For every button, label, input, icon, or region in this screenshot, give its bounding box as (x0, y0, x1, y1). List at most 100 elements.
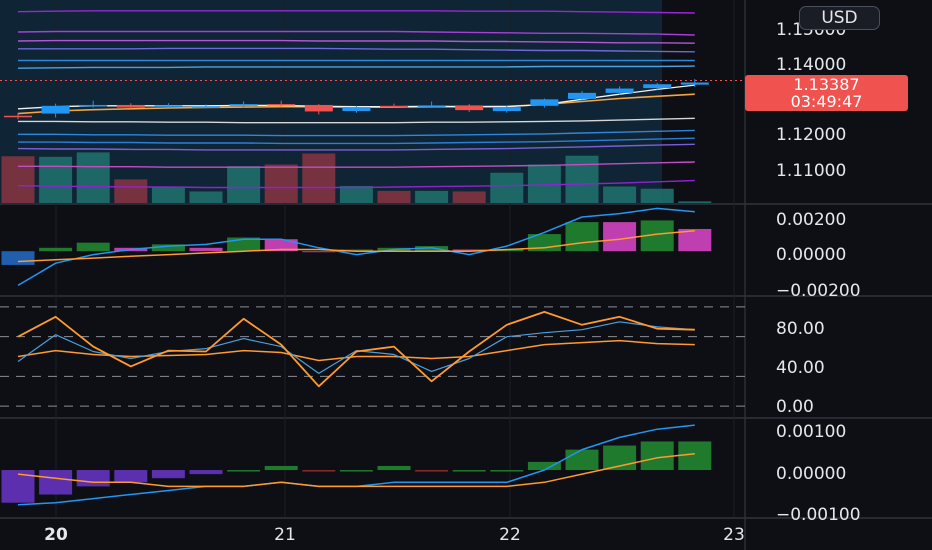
volume-bar (302, 153, 336, 203)
oscillator-histogram-bar (452, 470, 486, 472)
volume-bar (490, 172, 524, 203)
x-tick-label: 20 (44, 525, 68, 545)
candle-body (192, 106, 220, 108)
volume-bar (151, 187, 185, 203)
volume-bar (678, 201, 712, 203)
bar-countdown: 03:49:47 (790, 92, 863, 111)
oscillator-histogram-bar (76, 470, 110, 487)
y-tick-label: 0.00000 (776, 464, 846, 484)
oscillator-histogram-bar (302, 470, 336, 472)
oscillator-pane (1, 424, 712, 506)
oscillator-histogram-bar (264, 465, 298, 471)
last-price-value: 1.13387 (793, 75, 860, 94)
volume-bar (640, 188, 674, 203)
volume-bar (264, 164, 298, 203)
candle-body (605, 88, 634, 93)
stoch-slow-line (17, 339, 695, 362)
candle-body (455, 105, 484, 111)
macd-pane (1, 207, 712, 287)
macd-line (17, 207, 695, 287)
oscillator-signal-line (17, 452, 695, 488)
y-tick-label: 0.00200 (776, 210, 846, 230)
volume-bar (1, 156, 35, 203)
stochastic-pane (0, 306, 745, 407)
candle-body (4, 115, 32, 118)
y-tick-label: 80.00 (776, 319, 825, 339)
band-lower-line (18, 161, 695, 168)
volume-bar (415, 190, 449, 203)
candle-body (342, 107, 371, 112)
volume-bar (527, 164, 561, 203)
y-tick-label: 0.00000 (776, 245, 846, 265)
y-tick-label: 0.00100 (776, 422, 846, 442)
macd-histogram-bar (264, 239, 298, 252)
candle-body (380, 105, 408, 108)
band-lower-line (17, 179, 695, 189)
volume-bar (76, 152, 110, 203)
candle-body (530, 99, 559, 106)
band-lower-line (17, 143, 695, 151)
candle-body (154, 105, 183, 107)
x-tick-label: 22 (499, 525, 521, 545)
oscillator-histogram-bar (640, 441, 674, 471)
macd-histogram-bar (452, 249, 486, 252)
candle-body (680, 82, 709, 85)
macd-histogram-bar (1, 251, 35, 265)
volume-bar (377, 190, 411, 203)
macd-histogram-bar (490, 249, 524, 252)
currency-selector[interactable]: USD (799, 6, 880, 30)
oscillator-histogram-bar (39, 470, 73, 495)
time-axis: 20 21 22 23 (44, 525, 745, 545)
x-tick-label: 21 (274, 525, 296, 545)
macd-histogram-bar (39, 247, 73, 252)
y-tick-label: 0.00 (776, 397, 814, 417)
macd-histogram-bar (415, 246, 449, 252)
volume-bar (565, 155, 599, 203)
x-tick-label: 23 (723, 525, 745, 545)
oscillator-histogram-bar (151, 470, 185, 479)
last-price-tag: 1.13387 03:49:47 (745, 75, 908, 111)
y-tick-label: 40.00 (776, 358, 825, 378)
macd-histogram-bar (603, 222, 637, 252)
band-lower-line (18, 137, 695, 145)
oscillator-histogram-bar (565, 449, 599, 471)
band-upper-line (17, 39, 695, 44)
candle-body (41, 105, 70, 114)
volume-bar (227, 166, 261, 203)
oscillator-histogram-bar (678, 441, 712, 471)
price-pane (0, 10, 745, 203)
oscillator-histogram-bar (490, 470, 524, 472)
band-upper-line (17, 65, 695, 69)
oscillator-histogram-bar (189, 470, 223, 475)
oscillator-histogram-bar (527, 461, 561, 471)
candle-body (116, 104, 145, 108)
y-tick-label: 1.14000 (776, 55, 846, 75)
candle-body (492, 107, 521, 112)
band-upper-line (17, 10, 695, 14)
volume-bar (114, 179, 148, 203)
volume-bar (339, 185, 373, 203)
volume-bar (39, 156, 73, 203)
candle-body (568, 92, 596, 99)
candle-body (229, 104, 258, 106)
band-lower-line (18, 129, 695, 137)
y-tick-label: −0.00200 (776, 281, 861, 301)
macd-histogram-bar (339, 249, 373, 252)
oscillator-histogram-bar (377, 465, 411, 471)
volume-bar (189, 191, 223, 203)
candle-body (267, 104, 296, 106)
price-axis: 1.150001.140001.120001.110000.002000.000… (776, 20, 861, 525)
volume-bar (452, 191, 486, 203)
y-tick-label: 1.12000 (776, 125, 846, 145)
macd-histogram-bar (151, 244, 185, 252)
oscillator-histogram-bar (114, 470, 148, 483)
signal-line (17, 229, 695, 263)
stoch-k-line (17, 310, 695, 388)
macd-histogram-bar (76, 242, 110, 252)
macd-histogram-bar (302, 251, 336, 253)
macd-histogram-bar (189, 247, 223, 252)
band-lower-line (18, 117, 695, 124)
candle-body (79, 104, 108, 107)
y-tick-label: 1.11000 (776, 161, 846, 181)
candle-body (417, 105, 446, 107)
